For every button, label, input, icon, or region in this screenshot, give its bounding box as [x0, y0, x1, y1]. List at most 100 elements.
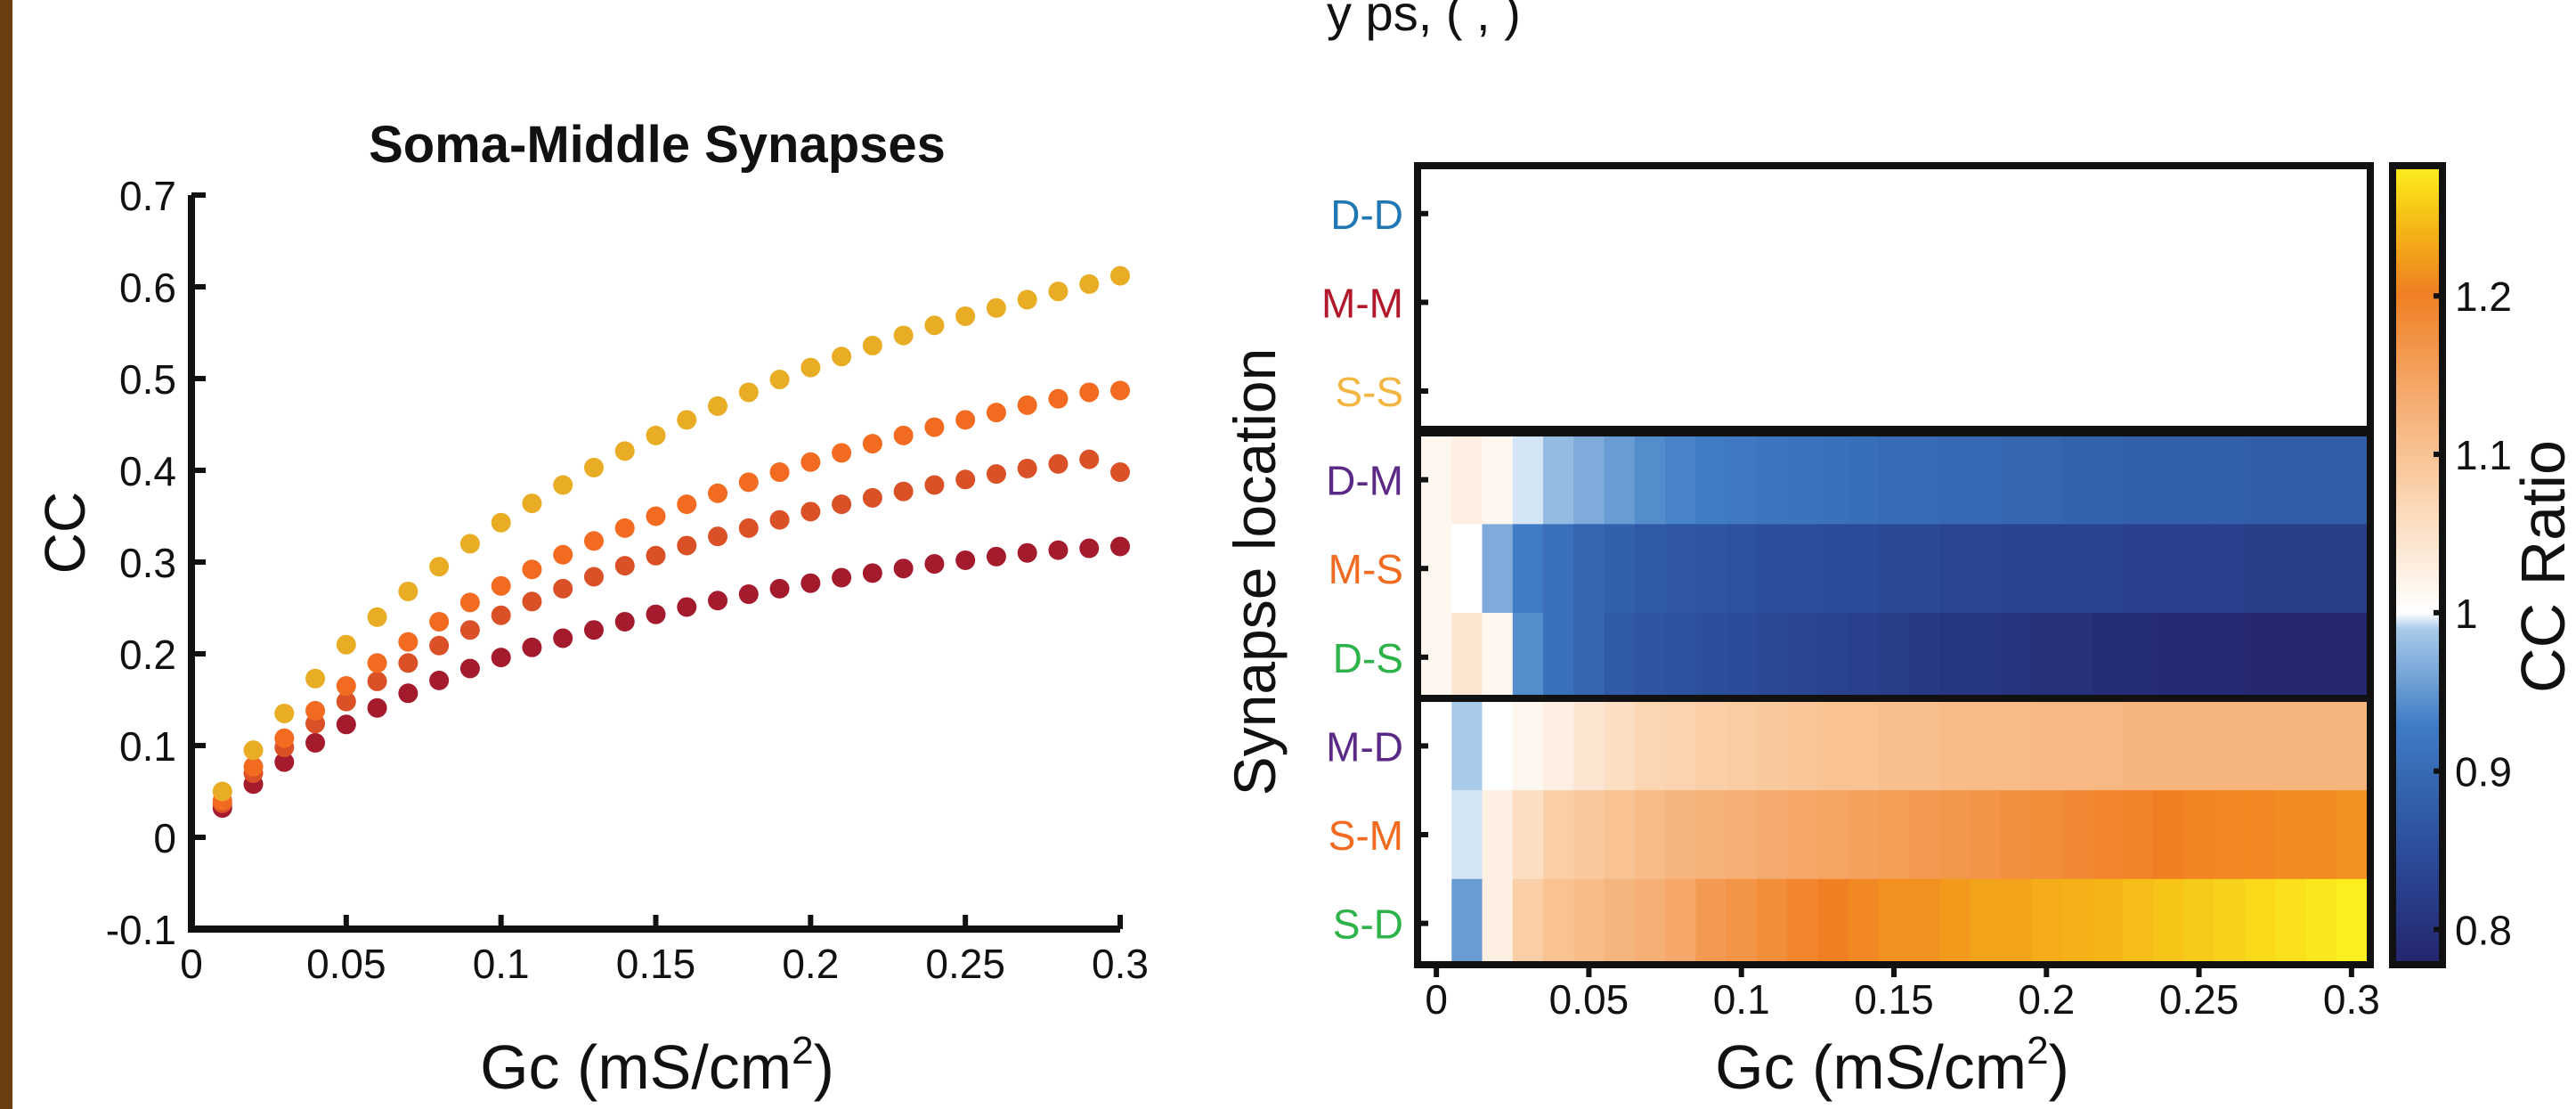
scatter-point — [800, 573, 821, 593]
heatmap-row-label: S-M — [1329, 812, 1403, 859]
heatmap-cell — [1726, 878, 1758, 968]
scatter-point — [583, 567, 604, 587]
scatter-point — [1048, 281, 1069, 302]
scatter-point — [583, 457, 604, 477]
scatter-point — [986, 298, 1006, 318]
scatter-point — [429, 670, 450, 690]
heatmap-cell — [1726, 701, 1758, 791]
heatmap-cell — [1512, 524, 1544, 614]
scatter-point — [862, 335, 882, 355]
heatmap-cell — [1848, 169, 1880, 259]
heatmap-cell — [1665, 878, 1696, 968]
scatter-point — [583, 620, 604, 640]
heatmap-cell — [2031, 878, 2063, 968]
heatmap-cell — [2031, 524, 2063, 614]
heatmap-cell — [1695, 878, 1727, 968]
left-x-tick-label: 0.3 — [1092, 941, 1149, 987]
scatter-point — [708, 483, 728, 503]
scatter-point — [1017, 542, 1037, 563]
heatmap-cell — [1756, 878, 1788, 968]
scatter-point — [986, 464, 1006, 485]
scatter-point — [1079, 382, 1100, 403]
scatter-point — [274, 703, 295, 723]
scatter-point — [553, 475, 573, 495]
heatmap-cell — [2244, 878, 2276, 968]
heatmap-cell — [2153, 613, 2185, 703]
left-x-tick-label: 0.25 — [925, 941, 1005, 987]
left-x-tick-label: 0 — [180, 941, 203, 987]
heatmap-cell — [1878, 347, 1910, 436]
heatmap-cell — [2214, 435, 2246, 525]
heatmap-cell — [2061, 435, 2093, 525]
scatter-point — [738, 382, 759, 403]
scatter-point — [924, 417, 945, 437]
heatmap-cell — [2092, 257, 2124, 347]
heatmap-cell — [2031, 435, 2063, 525]
heatmap-cell — [1573, 878, 1605, 968]
heatmap-cell — [1451, 701, 1483, 791]
heatmap-cell — [2183, 790, 2215, 880]
scatter-point — [1017, 458, 1037, 478]
heatmap-cell — [1604, 347, 1636, 436]
heatmap-cell — [2000, 878, 2032, 968]
heatmap-row-label: M-M — [1321, 280, 1403, 326]
heatmap-cell — [1512, 613, 1544, 703]
heatmap-cell — [1604, 257, 1636, 347]
heatmap-cell — [2031, 701, 2063, 791]
scatter-point — [1048, 540, 1069, 560]
heatmap-cell — [1909, 435, 1940, 525]
scatter-point — [491, 512, 511, 533]
heatmap-cell — [1695, 347, 1727, 436]
heatmap-cell — [2183, 613, 2215, 703]
heatmap-cell — [2275, 524, 2307, 614]
heatmap-cell — [1878, 169, 1910, 259]
heatmap-cell — [2244, 790, 2276, 880]
heatmap-cell — [1756, 169, 1788, 259]
heatmap-cell — [2122, 347, 2154, 436]
scatter-point — [769, 370, 790, 390]
heatmap-cell — [1787, 878, 1818, 968]
heatmap-cell — [2183, 878, 2215, 968]
heatmap-cell — [1909, 790, 1940, 880]
heatmap-cell — [2275, 701, 2307, 791]
heatmap-cell — [1634, 701, 1666, 791]
heatmap-cell — [1817, 878, 1849, 968]
heatmap-cell — [1848, 790, 1880, 880]
right-x-ticks: 0 0.05 0.1 0.15 0.2 0.25 0.3 — [1425, 965, 2380, 1023]
heatmap-cell — [2244, 524, 2276, 614]
scatter-point — [955, 550, 976, 570]
heatmap-cell — [1451, 790, 1483, 880]
scatter-point — [1079, 273, 1100, 294]
heatmap-cell — [2031, 257, 2063, 347]
scatter-point — [955, 306, 976, 326]
scatter-point — [924, 475, 945, 495]
heatmap-cell — [1970, 701, 2002, 791]
scatter-point — [614, 441, 635, 461]
right-x-axis-label: Gc (mS/cm2) — [1715, 1029, 2069, 1102]
heatmap-row-label: M-D — [1326, 723, 1403, 770]
right-y-axis-label: Synapse location — [1222, 348, 1288, 796]
heatmap-cell — [1573, 613, 1605, 703]
heatmap-cell — [1939, 878, 1971, 968]
scatter-point — [893, 325, 914, 346]
colorbar-tick-label: 0.9 — [2455, 749, 2512, 795]
right-x-tick-label: 0.05 — [1549, 976, 1629, 1023]
heatmap-cell — [1726, 790, 1758, 880]
heatmap-cell — [2244, 613, 2276, 703]
heatmap-cell — [1939, 257, 1971, 347]
heatmap-cell — [1604, 701, 1636, 791]
heatmap-cell — [1634, 790, 1666, 880]
heatmap-cell — [2244, 435, 2276, 525]
scatter-point — [491, 648, 511, 668]
scatter-point — [800, 501, 821, 522]
heatmap-cell — [2153, 878, 2185, 968]
heatmap-cell — [1909, 524, 1940, 614]
heatmap-cell — [1573, 169, 1605, 259]
scatter-point — [708, 526, 728, 547]
left-y-tick-label: 0.7 — [119, 173, 176, 219]
heatmap-cell — [2122, 435, 2154, 525]
heatmap-cell — [1512, 169, 1544, 259]
heatmap-cell — [1604, 878, 1636, 968]
scatter-point — [614, 611, 635, 632]
heatmap-cell — [1909, 701, 1940, 791]
